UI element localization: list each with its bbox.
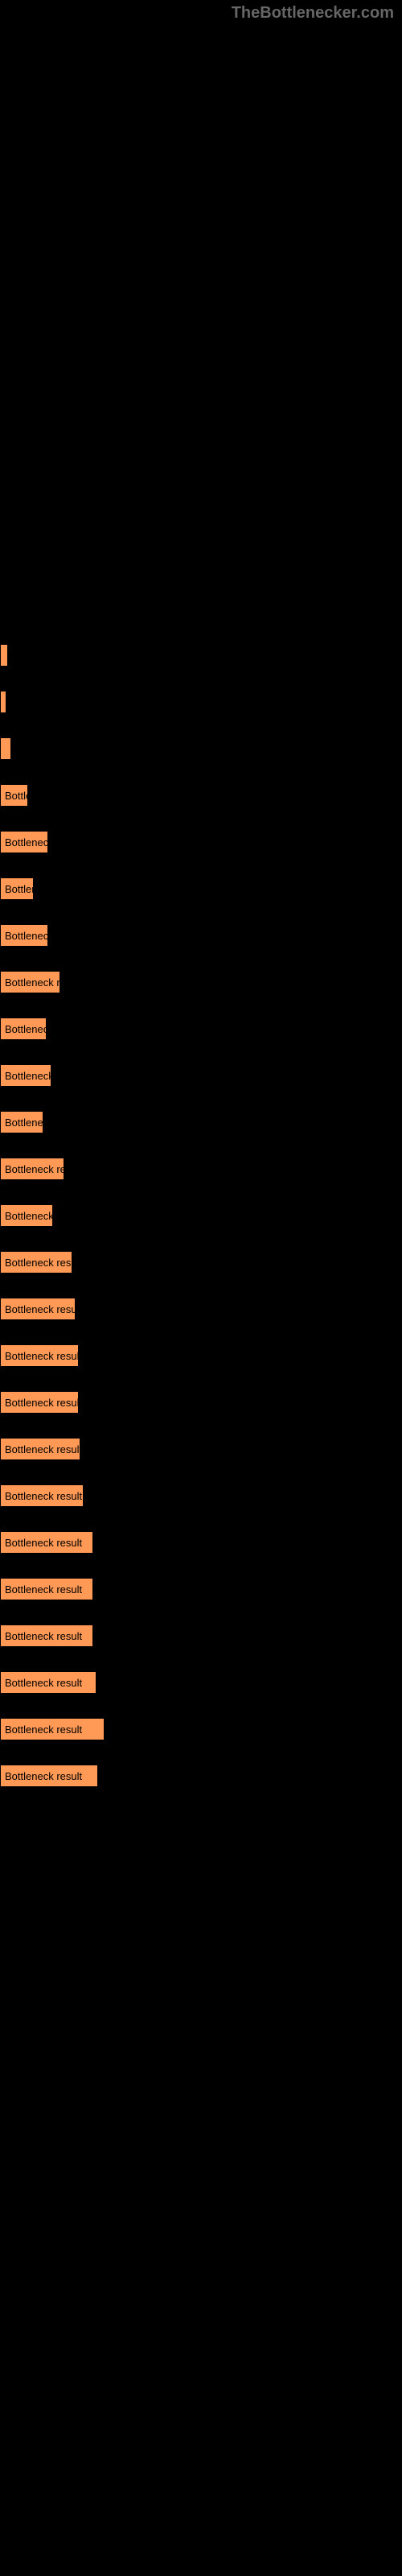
- bar-row: Bottleneck result: [0, 1671, 402, 1694]
- bar: Bottleneck result: [0, 1531, 93, 1554]
- bar-row: Bottleneck re: [0, 1204, 402, 1227]
- bar: Bottleneck result: [0, 1298, 76, 1320]
- bar-row: [0, 691, 402, 713]
- bar-row: Bottleneck result: [0, 1344, 402, 1367]
- bar-row: Bottleneck: [0, 1111, 402, 1133]
- bar: Bottleneck resu: [0, 971, 60, 993]
- bar-row: Bottleneck result: [0, 1298, 402, 1320]
- bar: Bottleneck result: [0, 1765, 98, 1787]
- bar: Bottleneck result: [0, 1624, 93, 1647]
- watermark: TheBottlenecker.com: [232, 4, 394, 23]
- bar-row: Bottleneck re: [0, 1064, 402, 1087]
- bar-row: Bottleneck: [0, 831, 402, 853]
- bar: Bottleneck result: [0, 1671, 96, 1694]
- bar-row: Bottleneck result: [0, 1531, 402, 1554]
- bar: Bottleneck resul: [0, 1158, 64, 1180]
- bar: [0, 644, 8, 667]
- bar: Bottleneck result: [0, 1344, 79, 1367]
- bar: Bottleneck result: [0, 1391, 79, 1414]
- bar: Bottleneck result: [0, 1718, 105, 1740]
- bar-row: Bottleneck result: [0, 1765, 402, 1787]
- bar: Bottleneck: [0, 1111, 43, 1133]
- bar-row: [0, 737, 402, 760]
- bar-row: Bottleneck resul: [0, 1158, 402, 1180]
- bar: Bottleneck result: [0, 1578, 93, 1600]
- bar-row: Bottle: [0, 784, 402, 807]
- bar: Bottleneck r: [0, 1018, 47, 1040]
- bar-row: Bottleneck result: [0, 1624, 402, 1647]
- bar-chart: Bottle Bottleneck Bottlen Bottleneck r Bottl…: [0, 0, 402, 1787]
- bar: Bottleneck re: [0, 1204, 53, 1227]
- bar-row: Bottleneck r: [0, 924, 402, 947]
- bar-row: Bottleneck result: [0, 1718, 402, 1740]
- bar-row: Bottleneck resu: [0, 971, 402, 993]
- bar: Bottleneck result: [0, 1251, 72, 1274]
- bar: Bottleneck result: [0, 1438, 80, 1460]
- bar: Bottleneck result: [0, 1484, 84, 1507]
- bar: [0, 691, 6, 713]
- bar: [0, 737, 11, 760]
- bar-row: Bottleneck result: [0, 1391, 402, 1414]
- bar-row: Bottleneck result: [0, 1484, 402, 1507]
- bar: Bottleneck re: [0, 1064, 51, 1087]
- bar-row: [0, 644, 402, 667]
- bar: Bottle: [0, 784, 28, 807]
- bar-row: Bottleneck result: [0, 1578, 402, 1600]
- bar-row: Bottleneck result: [0, 1251, 402, 1274]
- bar-row: Bottleneck r: [0, 1018, 402, 1040]
- bar: Bottleneck r: [0, 924, 48, 947]
- bar-row: Bottlen: [0, 877, 402, 900]
- bar: Bottleneck: [0, 831, 48, 853]
- bar-row: Bottleneck result: [0, 1438, 402, 1460]
- bar: Bottlen: [0, 877, 34, 900]
